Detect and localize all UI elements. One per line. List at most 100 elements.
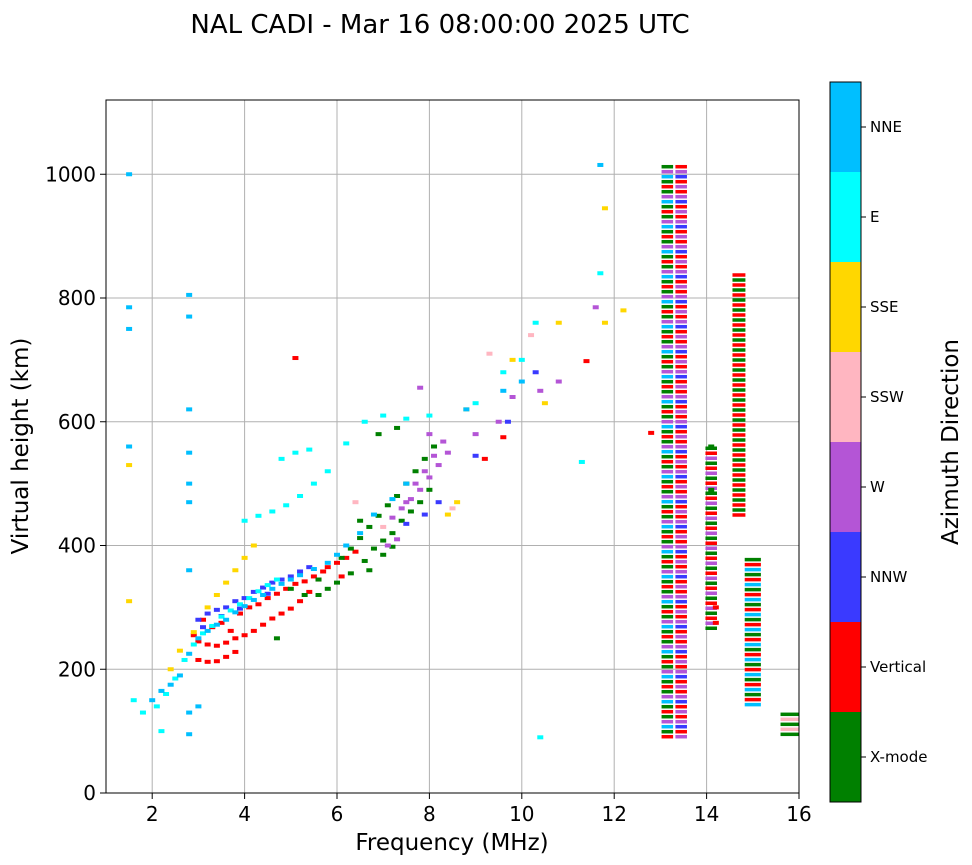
column-stripe — [675, 319, 687, 324]
echo-point-nne — [278, 581, 285, 586]
column-stripe — [675, 224, 687, 229]
column-stripe — [732, 303, 746, 307]
echo-point-vertical — [190, 633, 197, 638]
column-stripe — [732, 338, 746, 342]
column-stripe — [732, 363, 746, 367]
column-stripe — [661, 224, 674, 229]
column-stripe — [675, 674, 687, 679]
column-stripe — [744, 647, 761, 652]
column-stripe — [744, 582, 761, 587]
column-stripe — [705, 526, 717, 530]
column-stripe — [744, 557, 761, 562]
echo-point-e — [324, 469, 331, 474]
column-stripe — [732, 423, 746, 427]
column-stripe — [661, 624, 674, 629]
colorbar-segment — [830, 712, 861, 802]
column-stripe — [675, 644, 687, 649]
column-stripe — [732, 283, 746, 287]
column-stripe — [675, 544, 687, 549]
column-stripe — [661, 719, 674, 724]
echo-point-sse — [232, 568, 239, 573]
y-axis: 0 200 400 600 800 1000 — [45, 162, 106, 805]
echo-point-sse — [509, 357, 516, 362]
colorbar-segment — [830, 442, 861, 532]
column-stripe — [675, 179, 687, 184]
column-stripe — [661, 709, 674, 714]
column-stripe — [661, 234, 674, 239]
echo-point-nne — [343, 543, 350, 548]
echo-point-nnw — [435, 500, 442, 505]
echo-point-e — [236, 602, 243, 607]
column-stripe — [661, 294, 674, 299]
echo-point-w — [444, 450, 451, 455]
echo-point-nne — [186, 500, 193, 505]
echo-point-nne — [260, 593, 267, 597]
column-stripe — [744, 652, 761, 657]
column-stripe — [744, 692, 761, 697]
column-stripe — [732, 468, 746, 472]
column-stripe — [675, 239, 687, 244]
column-stripe — [661, 339, 674, 344]
column-stripe — [675, 519, 687, 524]
echo-point-nne — [176, 673, 183, 678]
column-stripe — [732, 458, 746, 462]
column-stripe — [661, 374, 674, 379]
echo-point-e — [297, 494, 304, 498]
column-stripe — [732, 273, 746, 277]
echo-point-nne — [186, 710, 193, 715]
echo-point-ssw — [352, 500, 359, 505]
echo-point-nnw — [278, 577, 285, 582]
echo-point-sse — [250, 543, 257, 548]
column-stripe — [705, 571, 717, 575]
echo-point-x-mode — [412, 469, 419, 474]
column-stripe — [675, 359, 687, 364]
echo-point-x-mode — [366, 524, 373, 529]
column-stripe — [732, 453, 746, 457]
echo-point-w — [426, 475, 433, 480]
column-stripe — [732, 398, 746, 402]
column-stripe — [705, 536, 717, 540]
echo-point-w — [555, 379, 562, 384]
colorbar-label-x-mode: X-mode — [870, 748, 927, 766]
column-stripe — [732, 448, 746, 452]
column-stripe — [675, 184, 687, 189]
column-stripe — [675, 489, 687, 494]
column-stripe — [732, 288, 746, 292]
x-tick-label: 10 — [509, 802, 534, 826]
echo-point-x-mode — [287, 586, 294, 591]
column-stripe — [780, 732, 799, 737]
echo-point-nne — [357, 531, 364, 536]
column-stripe — [661, 484, 674, 489]
column-stripe — [661, 554, 674, 559]
echo-point-sse — [601, 206, 608, 211]
column-stripe — [675, 649, 687, 654]
column-stripe — [744, 607, 761, 612]
column-stripe — [675, 164, 687, 169]
echo-point-x-mode — [347, 571, 354, 576]
column-stripe — [732, 368, 746, 372]
echo-point-x-mode — [273, 636, 280, 641]
echo-point-nne — [195, 704, 202, 709]
echo-point-vertical — [500, 435, 507, 440]
column-stripe — [661, 349, 674, 354]
column-stripe — [705, 466, 717, 470]
echo-point-x-mode — [407, 509, 414, 514]
echo-point-w — [509, 395, 516, 399]
column-stripe — [661, 699, 674, 704]
column-stripe — [732, 393, 746, 397]
column-stripe — [675, 354, 687, 359]
echo-point-nne — [310, 567, 317, 572]
frequency-columns — [661, 164, 799, 739]
column-stripe — [744, 642, 761, 647]
column-stripe — [732, 343, 746, 347]
echo-point-nne — [269, 586, 276, 591]
echo-point-nnw — [260, 585, 267, 590]
column-stripe — [732, 328, 746, 332]
column-stripe — [661, 324, 674, 329]
echo-point-nne — [186, 732, 193, 737]
echo-point-sse — [601, 320, 608, 325]
column-stripe — [661, 189, 674, 194]
column-stripe — [732, 493, 746, 497]
column-stripe — [661, 369, 674, 374]
column-stripe — [744, 622, 761, 627]
